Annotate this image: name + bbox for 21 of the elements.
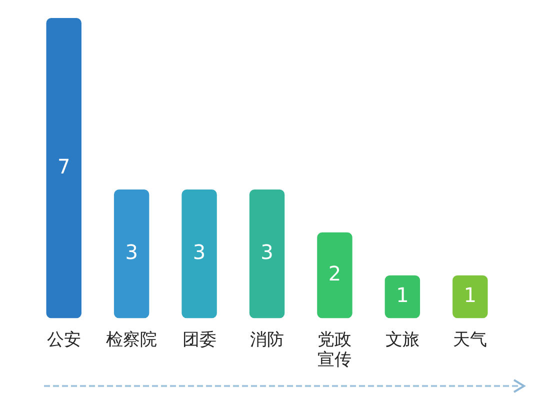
x-tick-label: 公安 [46,330,81,350]
x-tick-label: 天气 [453,330,488,350]
bar [249,190,285,318]
data-label: 1 [464,282,477,307]
data-label: 3 [260,240,274,264]
bar [317,232,352,318]
x-tick-label: 消防 [250,330,284,350]
x-tick-label: 检察院 [106,330,158,350]
data-label: 3 [192,240,206,264]
bar [452,275,488,318]
data-label: 2 [328,262,342,286]
x-tick-label: 团委 [182,330,216,350]
x-tick-label: 党政宣传 [318,330,352,370]
bar [114,190,150,318]
bar [182,190,217,318]
bar [384,275,420,318]
bar [46,18,82,318]
data-label: 7 [57,154,70,178]
data-label: 3 [125,240,138,264]
data-label: 1 [396,282,409,307]
x-tick-label: 文旅 [385,330,420,350]
